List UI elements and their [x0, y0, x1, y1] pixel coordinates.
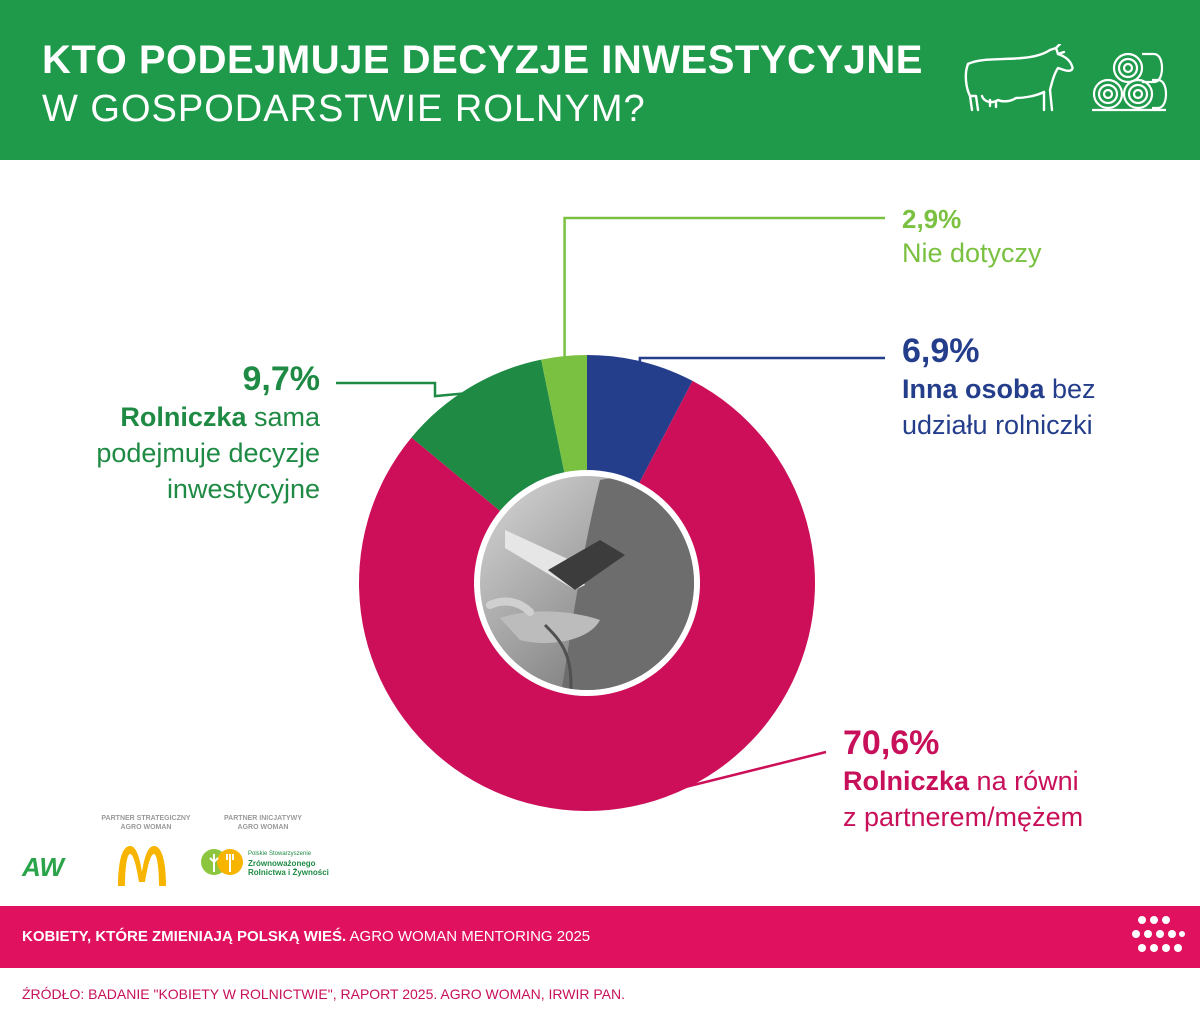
- leader-line-1: [630, 750, 827, 802]
- dots-grid-icon: [1132, 916, 1185, 952]
- slice-caption: Nie dotyczy: [902, 238, 1042, 268]
- partner-logos: PARTNER STRATEGICZNY AGRO WOMAN PARTNER …: [18, 812, 348, 892]
- center-photo: [480, 476, 694, 690]
- pszr-name: Polskie Stowarzyszenie Zrównoważonego Ro…: [248, 851, 329, 877]
- leader-line-3: [563, 216, 885, 363]
- hay-bales-icon: [1092, 52, 1168, 112]
- label-nie-dotyczy: 2,9% Nie dotyczy: [902, 204, 1042, 271]
- donut-slice-0: [587, 355, 693, 483]
- label-rolniczka-sama: 9,7% Rolniczka sama podejmuje decyzje in…: [70, 360, 320, 507]
- slice-caption: Rolniczka sama: [120, 402, 320, 432]
- footer-band: KOBIETY, KTÓRE ZMIENIAJĄ POLSKĄ WIEŚ. AG…: [0, 906, 1200, 968]
- cow-icon: [964, 44, 1074, 112]
- page-subtitle: W GOSPODARSTWIE ROLNYM?: [42, 88, 646, 130]
- agro-woman-logo: AW: [22, 852, 64, 882]
- partner-strategic-caption: PARTNER STRATEGICZNY AGRO WOMAN: [101, 815, 191, 831]
- value-label: 2,9%: [902, 204, 962, 234]
- slice-caption: Inna osoba bez: [902, 374, 1096, 404]
- donut-chart: [336, 216, 885, 812]
- slice-caption: Rolniczka na równi: [843, 766, 1079, 796]
- slice-caption-line3: inwestycyjne: [166, 474, 320, 504]
- label-rolniczka-na-rowni: 70,6% Rolniczka na równi z partnerem/męż…: [843, 724, 1083, 835]
- mcdonalds-logo: [118, 846, 166, 886]
- partner-initiative-caption: PARTNER INICJATYWY AGRO WOMAN: [224, 815, 302, 831]
- footer-slogan: KOBIETY, KTÓRE ZMIENIAJĄ POLSKĄ WIEŚ. AG…: [22, 928, 591, 945]
- value-label: 70,6%: [843, 724, 940, 762]
- donut-slice-2: [411, 359, 565, 511]
- donut-slice-1: [358, 380, 815, 812]
- value-label: 9,7%: [242, 360, 321, 398]
- label-inna-osoba: 6,9% Inna osoba bez udziału rolniczki: [902, 332, 1096, 443]
- page-title: KTO PODEJMUJE DECYZJE INWESTYCYJNE: [42, 38, 923, 82]
- slice-caption-line2: udziału rolniczki: [902, 410, 1093, 440]
- source-note: ŹRÓDŁO: BADANIE "KOBIETY W ROLNICTWIE", …: [22, 986, 625, 1002]
- value-label: 6,9%: [902, 332, 980, 370]
- header-banner: KTO PODEJMUJE DECYZJE INWESTYCYJNE W GOS…: [0, 0, 1200, 160]
- slice-caption-line2: z partnerem/mężem: [843, 802, 1084, 832]
- leader-line-2: [336, 381, 473, 398]
- leader-line-0: [638, 356, 885, 368]
- wheat-fork-icon: [201, 849, 243, 875]
- donut-slice-3: [541, 355, 587, 473]
- slice-caption-line2: podejmuje decyzje: [96, 438, 320, 468]
- pszr-logo: Polskie Stowarzyszenie Zrównoważonego Ro…: [200, 846, 350, 886]
